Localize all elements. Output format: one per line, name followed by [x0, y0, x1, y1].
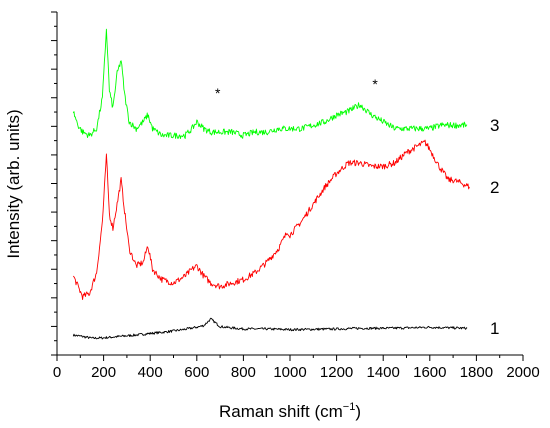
x-tick-label: 2000: [506, 364, 539, 381]
x-tick-label: 1000: [273, 364, 306, 381]
y-ticks: [51, 11, 57, 356]
series-label-3: 3: [490, 116, 499, 135]
x-tick-label: 0: [53, 364, 61, 381]
plot-frame: [56, 12, 523, 356]
x-tick-label: 200: [91, 364, 116, 381]
series-line-2: [72, 139, 470, 301]
x-axis-label-close: ): [355, 402, 361, 421]
x-ticks: 0 200 400 600 800 1000 1200 1400 1600 1800 2000: [53, 355, 540, 381]
x-tick-label: 1800: [460, 364, 493, 381]
x-tick-label: 1200: [320, 364, 353, 381]
series-labels: 1 2 3: [490, 116, 499, 338]
x-axis-label-superscript: −1: [343, 401, 356, 413]
x-tick-label: 1600: [413, 364, 446, 381]
series-line-3: [72, 28, 468, 140]
x-axis-label: Raman shift (cm−1): [219, 401, 361, 421]
x-tick-label: 800: [231, 364, 256, 381]
annotation-asterisk: *: [372, 76, 378, 92]
series-label-1: 1: [490, 319, 499, 338]
x-tick-label: 400: [138, 364, 163, 381]
x-tick-label: 600: [184, 364, 209, 381]
series-group: [72, 28, 470, 340]
annotations: **: [215, 76, 378, 101]
series-label-2: 2: [490, 178, 499, 197]
y-axis-label: Intensity (arb. units): [4, 109, 23, 258]
annotation-asterisk: *: [215, 85, 221, 101]
series-line-1: [72, 317, 468, 340]
x-tick-label: 1400: [367, 364, 400, 381]
